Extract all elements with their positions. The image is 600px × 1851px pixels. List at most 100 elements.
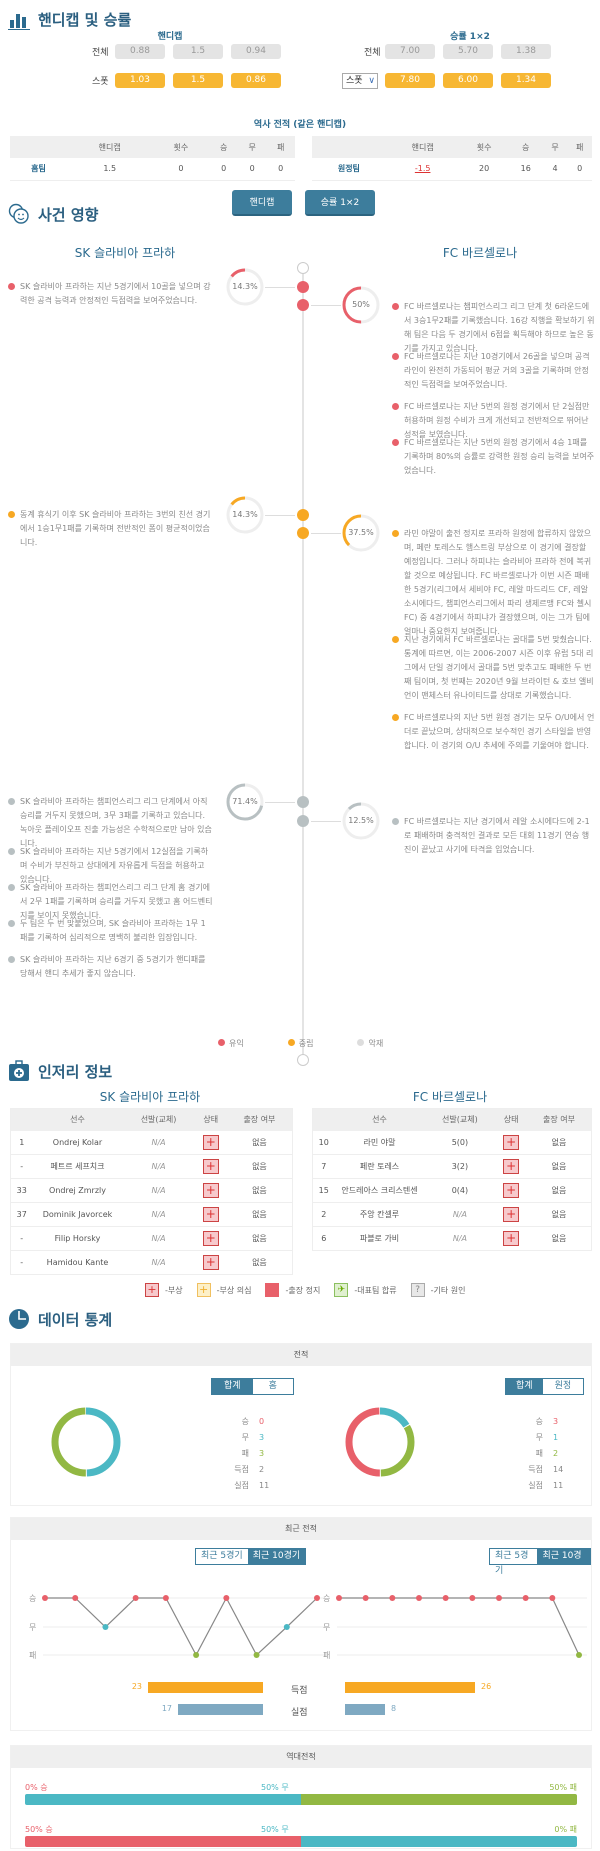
donut-segment — [51, 1407, 121, 1477]
injury-icon: + — [202, 1207, 219, 1222]
injury-icon: + — [503, 1207, 520, 1222]
starts: N/A — [122, 1178, 195, 1203]
odds-box: 0.88 — [115, 44, 165, 59]
donut-segment — [51, 1407, 121, 1477]
percentage: 71.4% — [232, 797, 258, 806]
odds-box: 7.00 — [385, 44, 435, 59]
status: + — [495, 1130, 528, 1155]
y-axis-label: 승 — [323, 1594, 330, 1603]
percentage: 14.3% — [232, 282, 258, 291]
result-point — [42, 1595, 48, 1601]
starts: N/A — [424, 1226, 496, 1251]
column-header: 선수 — [334, 1108, 425, 1131]
home-team-name: SK 슬라비아 프라하 — [74, 246, 176, 260]
result-point — [132, 1595, 139, 1601]
h2h-draw-label: 50% 무 — [261, 1825, 289, 1834]
away-event-item: FC 바르셀로나는 지난 5번의 원정 경기에서 단 2실점만 허용하며 원정 … — [392, 400, 596, 442]
select-value: 스폿 — [346, 76, 363, 86]
column-header: 선발(교체) — [122, 1108, 195, 1131]
starts: N/A — [424, 1202, 496, 1227]
y-axis-label: 무 — [323, 1623, 330, 1632]
player-number: - — [10, 1250, 33, 1275]
stat-row: 득점 2 — [234, 1465, 265, 1474]
result-point — [549, 1595, 556, 1601]
goal-bar — [345, 1682, 475, 1693]
toggle-total[interactable]: 합계 — [212, 1379, 253, 1394]
column-header: 상태 — [194, 1108, 227, 1131]
odds-box: 1.5 — [173, 44, 223, 59]
home-event-item: SK 슬라비아 프라하는 지난 6경기 중 5경기가 핸디패를 당해서 핸디 추… — [8, 953, 213, 981]
donut-segment — [345, 1407, 415, 1477]
status: + — [495, 1202, 528, 1227]
odds-box-spot: 1.34 — [501, 73, 551, 88]
legend-neutral: 중립 — [287, 1038, 313, 1049]
medical-kit-icon — [9, 1060, 29, 1081]
stat-row: 득점 14 — [528, 1465, 564, 1474]
home-event-item: 두 팀은 두 번 맞붙었으며, SK 슬라비아 프라하는 1무 1패를 기록하여… — [8, 917, 213, 945]
availability: 없음 — [226, 1202, 293, 1227]
player-name: Hamidou Kante — [32, 1250, 123, 1275]
column-header: 선수 — [32, 1108, 123, 1131]
status: + — [495, 1226, 528, 1251]
percentage: 14.3% — [232, 510, 258, 519]
table-row: - Hamidou Kante N/A + 없음 — [10, 1250, 293, 1275]
goal-value: 8 — [391, 1704, 397, 1713]
airplane-icon: ✈ — [334, 1283, 349, 1297]
h2h-draw-label: 50% 무 — [261, 1783, 289, 1792]
availability: 없음 — [226, 1226, 293, 1251]
odds-box: 0.94 — [231, 44, 281, 59]
away-record-toggle[interactable]: 합계 원정 — [505, 1378, 585, 1395]
toggle-last-5[interactable]: 최근 5경기 — [196, 1549, 248, 1564]
availability: 없음 — [527, 1154, 592, 1179]
status: + — [194, 1202, 227, 1227]
status: + — [194, 1250, 227, 1275]
h2h-segment — [25, 1794, 301, 1805]
result-point — [102, 1624, 109, 1630]
status: + — [194, 1178, 227, 1203]
h2h-win-label: 0% 승 — [25, 1783, 48, 1792]
panel-header: 최근 전적 — [11, 1518, 591, 1540]
starts: N/A — [122, 1130, 195, 1155]
home-record-toggle[interactable]: 합계 홈 — [211, 1378, 294, 1395]
table-row: 원정팀 -1.5 20 16 4 0 — [312, 158, 592, 181]
column-header: 출장 여부 — [527, 1108, 592, 1131]
injury-icon: + — [202, 1159, 219, 1174]
result-point — [223, 1595, 230, 1601]
injury-icon: + — [202, 1134, 219, 1150]
toggle-home[interactable]: 홈 — [252, 1379, 293, 1394]
player-name: Ondrej Zmrzly — [32, 1178, 123, 1203]
toggle-away[interactable]: 원정 — [542, 1379, 584, 1394]
toggle-last-5[interactable]: 최근 5경기 — [490, 1549, 538, 1576]
table-row: 10 라민 야말 5(0) + 없음 — [312, 1130, 592, 1155]
winrate-button[interactable]: 승률 1×2 — [305, 190, 375, 216]
handicap-link[interactable]: -1.5 — [385, 158, 460, 181]
toggle-last-10[interactable]: 최근 10경기 — [247, 1549, 306, 1564]
player-number: 37 — [10, 1202, 33, 1227]
handicap-button[interactable]: 핸디캡 — [232, 190, 292, 216]
player-name: 주앙 칸셀루 — [334, 1202, 425, 1227]
away-impact-ring: 37.5% — [341, 513, 381, 553]
result-point — [496, 1595, 502, 1601]
injury-icon: + — [503, 1134, 520, 1150]
table-row: 7 페란 토레스 3(2) + 없음 — [312, 1154, 592, 1179]
home-recent-toggle[interactable]: 최근 5경기 최근 10경기 — [195, 1548, 307, 1565]
away-record-donut — [345, 1407, 415, 1477]
table-row: - 페트르 세프치크 N/A + 없음 — [10, 1154, 293, 1179]
title-text: 인저리 정보 — [38, 1062, 113, 1081]
percentage: 12.5% — [348, 816, 374, 825]
result-point — [362, 1595, 369, 1601]
toggle-last-10[interactable]: 최근 10경기 — [537, 1549, 590, 1576]
away-recent-toggle[interactable]: 최근 5경기 최근 10경기 — [489, 1548, 591, 1576]
toggle-total[interactable]: 합계 — [506, 1379, 543, 1394]
odds-box: 5.70 — [443, 44, 493, 59]
status: + — [495, 1178, 528, 1203]
handicap-header: 핸디캡 — [157, 32, 183, 42]
stat-row: 실점 11 — [528, 1481, 564, 1490]
result-point — [283, 1624, 290, 1630]
odds-type-select[interactable]: 스폿 ∨ — [342, 73, 378, 89]
starts: N/A — [122, 1250, 195, 1275]
result-point — [442, 1595, 449, 1601]
